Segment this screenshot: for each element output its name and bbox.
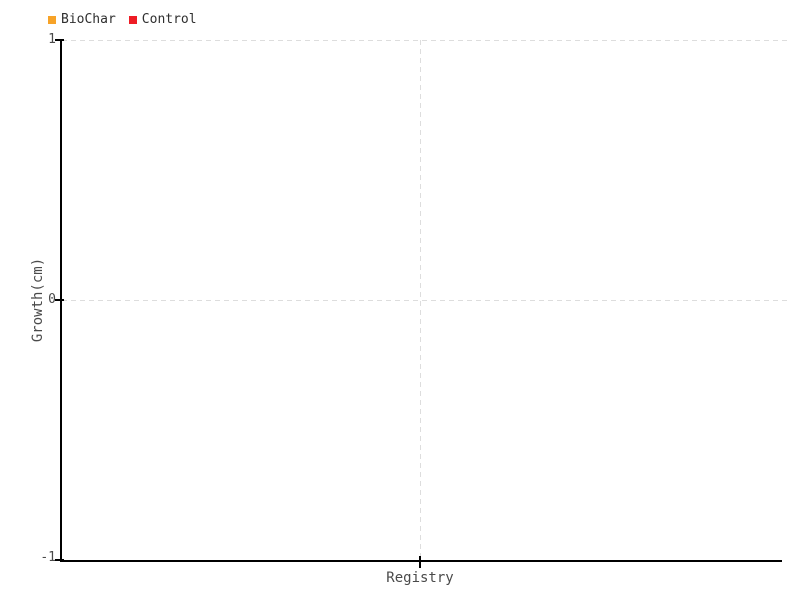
legend-label-control: Control <box>141 12 197 27</box>
legend-item-biochar[interactable]: BioChar <box>48 13 116 27</box>
legend-label-biochar: BioChar <box>61 12 116 27</box>
y-tick-mark-1 <box>55 39 64 41</box>
y-tick-label-minus1: -1 <box>40 550 56 565</box>
y-tick-label-1: 1 <box>48 32 56 47</box>
y-tick-label-0: 0 <box>48 292 56 307</box>
y-tick-mark-minus1 <box>55 559 64 561</box>
x-tick-mark-registry <box>419 556 421 568</box>
chart-legend: BioChar Control <box>48 13 197 27</box>
x-tick-label-registry: Registry <box>386 570 454 586</box>
gridline-y1 <box>62 40 788 41</box>
legend-swatch-biochar-icon <box>48 16 56 24</box>
plot-area <box>55 39 788 568</box>
legend-swatch-control-icon <box>128 16 137 24</box>
y-tick-mark-0 <box>55 299 64 301</box>
legend-item-control[interactable]: Control <box>128 12 197 27</box>
gridline-y0 <box>62 300 788 301</box>
gridline-x-registry <box>420 40 421 560</box>
